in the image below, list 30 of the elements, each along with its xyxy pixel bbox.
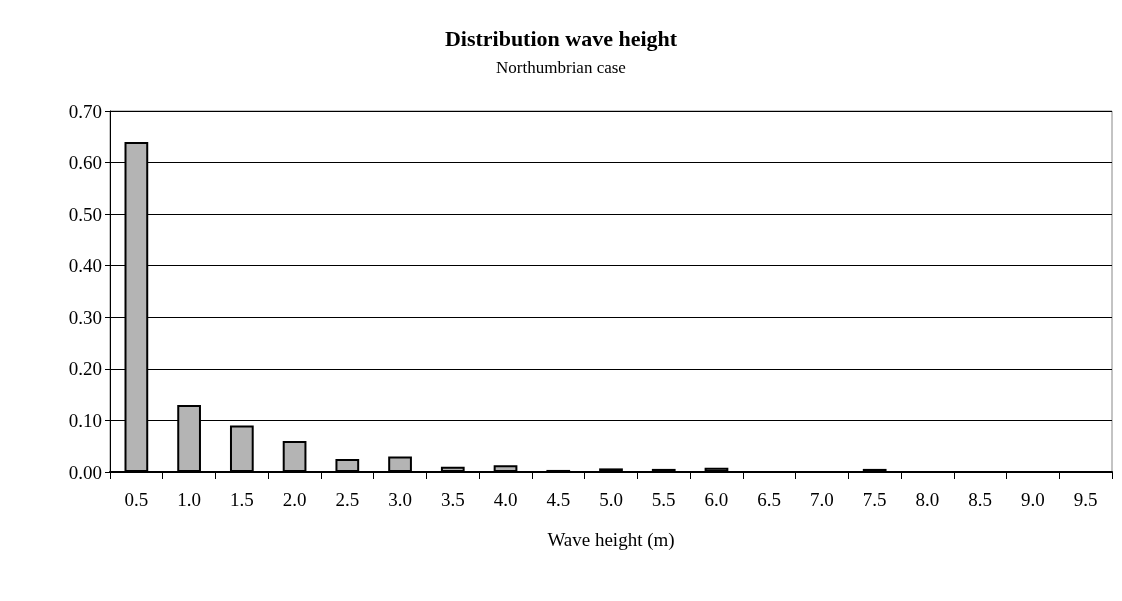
x-tick-label: 0.5 <box>124 489 149 510</box>
y-tick-label: 0.70 <box>68 100 102 122</box>
x-tick-label: 8.0 <box>915 489 940 510</box>
x-axis-title: Wave height (m) <box>547 529 675 551</box>
x-tick-label: 7.0 <box>810 489 834 510</box>
x-tick-label: 2.0 <box>282 489 307 510</box>
x-tick-label: 1.5 <box>229 489 254 510</box>
x-tick-label: 6.5 <box>757 489 782 510</box>
chart-title: Distribution wave height <box>444 25 678 51</box>
y-tick-label: 0.50 <box>68 203 102 225</box>
y-tick-label: 0.10 <box>68 409 102 431</box>
y-tick-label: 0.20 <box>68 358 102 380</box>
y-tick-label: 0.30 <box>68 306 102 328</box>
y-tick-label: 0.00 <box>68 461 102 483</box>
x-tick-label: 3.5 <box>440 489 465 510</box>
chart-subtitle: Northumbrian case <box>496 58 626 77</box>
x-tick-label: 3.0 <box>388 489 412 510</box>
y-tick-label: 0.40 <box>68 255 102 277</box>
x-tick-label: 1.0 <box>177 489 201 510</box>
x-tick-label: 9.0 <box>1021 489 1045 510</box>
x-tick-label: 6.0 <box>704 489 729 510</box>
x-tick-label: 2.5 <box>335 489 360 510</box>
y-tick-label: 0.60 <box>68 152 102 174</box>
x-tick-label: 9.5 <box>1073 489 1098 510</box>
x-tick-label: 5.5 <box>651 489 676 510</box>
x-tick-label: 7.5 <box>862 489 887 510</box>
x-tick-label: 4.0 <box>493 489 518 510</box>
x-tick-label: 4.5 <box>546 489 571 510</box>
x-tick-label: 5.0 <box>599 489 623 510</box>
x-tick-label: 8.5 <box>968 489 993 510</box>
